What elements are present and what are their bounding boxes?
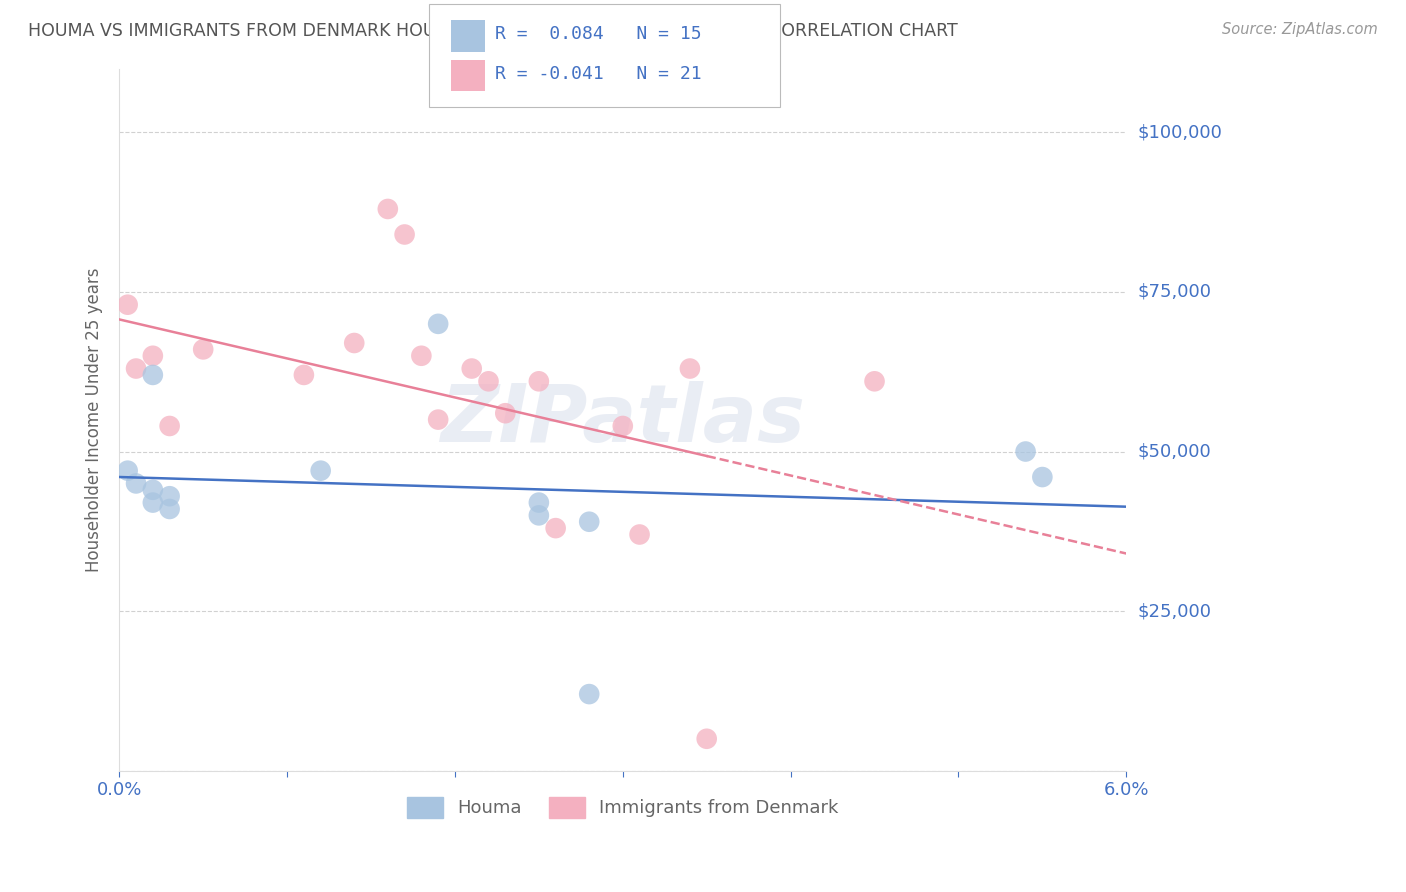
Point xyxy=(527,508,550,523)
Text: Source: ZipAtlas.com: Source: ZipAtlas.com xyxy=(1222,22,1378,37)
Point xyxy=(125,361,148,376)
Point xyxy=(1031,470,1053,484)
Point xyxy=(863,374,886,388)
Point xyxy=(578,687,600,701)
Point xyxy=(159,419,181,434)
Legend: Houma, Immigrants from Denmark: Houma, Immigrants from Denmark xyxy=(399,789,846,825)
Point xyxy=(578,515,600,529)
Point xyxy=(394,227,416,242)
Point xyxy=(427,317,450,331)
Point xyxy=(427,412,450,426)
Point xyxy=(309,464,332,478)
Point xyxy=(494,406,516,420)
Point xyxy=(527,495,550,509)
Point xyxy=(117,298,139,312)
Point xyxy=(117,464,139,478)
Point xyxy=(193,343,215,357)
Point xyxy=(527,374,550,388)
Text: HOUMA VS IMMIGRANTS FROM DENMARK HOUSEHOLDER INCOME UNDER 25 YEARS CORRELATION C: HOUMA VS IMMIGRANTS FROM DENMARK HOUSEHO… xyxy=(28,22,957,40)
Point xyxy=(612,419,634,434)
Point xyxy=(292,368,315,382)
Y-axis label: Householder Income Under 25 years: Householder Income Under 25 years xyxy=(86,268,103,572)
Text: ZIPatlas: ZIPatlas xyxy=(440,381,806,458)
Point xyxy=(1014,444,1036,458)
Point xyxy=(696,731,718,746)
Point xyxy=(411,349,433,363)
Point xyxy=(159,489,181,503)
Point xyxy=(477,374,499,388)
Point xyxy=(343,336,366,351)
Text: $25,000: $25,000 xyxy=(1137,602,1212,620)
Point xyxy=(142,483,165,497)
Point xyxy=(142,368,165,382)
Point xyxy=(679,361,702,376)
Point xyxy=(125,476,148,491)
Point xyxy=(159,502,181,516)
Point xyxy=(461,361,484,376)
Text: $100,000: $100,000 xyxy=(1137,123,1222,141)
Text: $50,000: $50,000 xyxy=(1137,442,1211,460)
Point xyxy=(628,527,651,541)
Point xyxy=(142,349,165,363)
Point xyxy=(142,495,165,509)
Text: R = -0.041   N = 21: R = -0.041 N = 21 xyxy=(495,65,702,84)
Point xyxy=(544,521,567,535)
Text: $75,000: $75,000 xyxy=(1137,283,1212,301)
Text: R =  0.084   N = 15: R = 0.084 N = 15 xyxy=(495,25,702,43)
Point xyxy=(377,202,399,216)
